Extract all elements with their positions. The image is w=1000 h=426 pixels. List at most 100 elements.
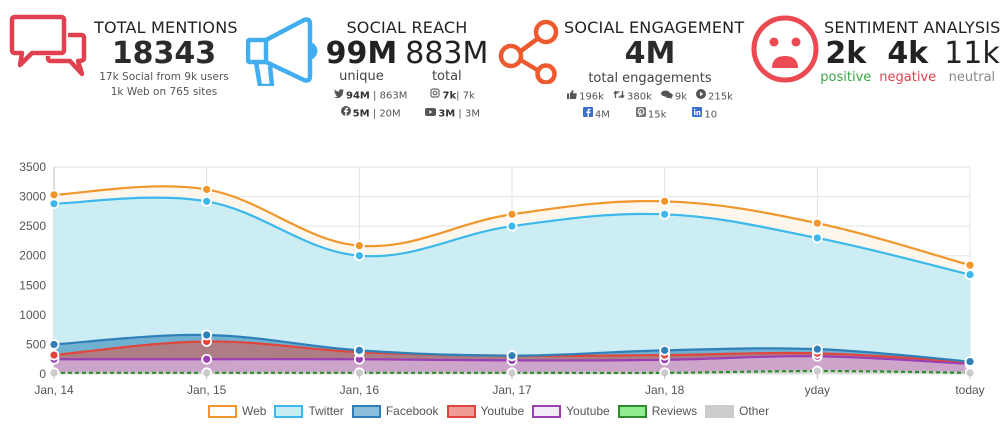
reach-instagram-total: 7k	[462, 90, 475, 102]
legend-item-web[interactable]: Web	[208, 404, 266, 418]
legend-swatch	[705, 404, 735, 418]
sentiment-body: SENTIMENT ANALYSIS 2k positive 4k negati…	[820, 18, 1000, 86]
engagement-comments: 9k	[660, 88, 687, 106]
youtube-icon	[425, 105, 437, 122]
reach-breakdown: 94M | 863M 7k| 7k 5M | 20M 3M | 3M	[328, 87, 486, 122]
reach-unique: 99M unique	[326, 38, 398, 84]
total-mentions-value: 18343	[111, 36, 217, 71]
reach-unique-label: unique	[339, 69, 384, 84]
sad-face-icon	[751, 15, 819, 83]
legend-item-other[interactable]: Other	[705, 404, 769, 418]
legend-label: Youtube	[566, 404, 610, 418]
y-tick-label: 1000	[19, 308, 46, 322]
legend-label: Youtube	[480, 404, 525, 418]
reach-total-label: total	[431, 69, 462, 84]
sentiment-neutral-label: neutral	[948, 70, 996, 85]
legend-item-twitter[interactable]: Twitter	[274, 404, 344, 418]
y-tick-label: 500	[26, 337, 46, 351]
retweet-icon	[613, 88, 625, 105]
y-tick-label: 1500	[19, 278, 46, 292]
legend-label: Other	[739, 404, 770, 418]
reach-instagram-unique: 7k	[442, 90, 457, 102]
point-facebook	[201, 329, 213, 341]
total-mentions-body: TOTAL MENTIONS 18343 17k Social from 9k …	[94, 18, 238, 100]
reach-facebook-unique: 5M	[352, 108, 370, 119]
legend-label: Twitter	[308, 404, 344, 418]
engagement-linkedin-value: 10	[704, 109, 718, 120]
legend-label: Facebook	[385, 404, 439, 418]
x-tick-label: Jan, 14	[34, 383, 74, 397]
legend-item-facebook[interactable]: Facebook	[351, 404, 439, 418]
x-tick-label: Jan, 15	[187, 383, 227, 397]
point-web	[506, 208, 518, 220]
engagement-retweets: 380k	[613, 88, 652, 106]
total-mentions-web-line: 1k Web on 765 sites	[110, 86, 218, 98]
instagram-icon	[430, 87, 441, 104]
y-tick-label: 3500	[19, 160, 46, 174]
legend-label: Reviews	[651, 404, 698, 418]
x-tick-label: yday	[805, 383, 830, 397]
reach-facebook-total: 20M	[379, 108, 401, 119]
point-facebook	[506, 350, 518, 362]
social-reach-body: SOCIAL REACH 99M unique 883M total 94M |…	[326, 18, 489, 122]
social-engagement-label: total engagements	[588, 71, 712, 86]
x-tick-label: today	[955, 383, 984, 397]
sentiment-negative-value: 4k	[887, 36, 929, 71]
reach-youtube-total: 3M	[464, 108, 480, 119]
legend-item-youtube[interactable]: Youtube	[532, 404, 610, 418]
social-engagement-title: SOCIAL ENGAGEMENT	[564, 18, 745, 37]
engagement-retweets-value: 380k	[626, 91, 652, 103]
reach-youtube-unique: 3M	[438, 108, 456, 119]
point-twitter	[506, 220, 518, 232]
kpi-social-engagement: SOCIAL ENGAGEMENT 4M total engagements 1…	[490, 0, 745, 124]
kpi-total-mentions: TOTAL MENTIONS 18343 17k Social from 9k …	[0, 0, 240, 120]
reach-facebook: 5M | 20M	[334, 105, 407, 123]
kpi-sentiment-analysis: SENTIMENT ANALYSIS 2k positive 4k negati…	[740, 0, 1000, 120]
point-web	[964, 259, 976, 271]
like-icon	[567, 88, 577, 105]
linkedin-icon	[692, 106, 703, 123]
share-icon	[498, 19, 559, 84]
reach-total-value: 883M	[405, 36, 489, 71]
sentiment-neutral: 11k neutral	[944, 38, 1000, 86]
point-twitter	[659, 208, 671, 220]
comments-icon	[660, 88, 673, 105]
sentiment-title: SENTIMENT ANALYSIS	[824, 18, 1000, 37]
total-mentions-social-line: 17k Social from 9k users	[99, 71, 229, 83]
sentiment-positive: 2k positive	[820, 38, 871, 86]
kpi-social-reach: SOCIAL REACH 99M unique 883M total 94M |…	[240, 0, 490, 120]
sentiment-negative: 4k negative	[879, 38, 936, 86]
point-twitter	[201, 195, 213, 207]
engagement-row-2: 4M 15k 10	[564, 106, 736, 124]
sentiment-values: 2k positive 4k negative 11k neutral	[820, 38, 999, 86]
reach-twitter: 94M | 863M	[334, 87, 407, 105]
chart-points	[48, 184, 976, 379]
point-twitter	[811, 232, 823, 244]
x-tick-label: Jan, 16	[340, 383, 380, 397]
reach-total: 883M total	[405, 38, 488, 84]
point-web	[201, 184, 213, 195]
point-youtube	[201, 353, 213, 365]
play-icon	[696, 88, 707, 105]
area-twitter	[54, 197, 970, 374]
point-facebook	[964, 356, 976, 367]
legend-item-reviews[interactable]: Reviews	[617, 404, 698, 418]
legend-swatch	[532, 404, 562, 418]
point-web	[811, 217, 823, 229]
engagement-views: 215k	[696, 88, 733, 106]
facebook-icon	[582, 106, 593, 123]
point-web	[659, 195, 671, 207]
point-twitter	[353, 250, 365, 262]
social-reach-title: SOCIAL REACH	[346, 18, 468, 37]
legend-item-youtube[interactable]: Youtube	[446, 404, 525, 418]
legend-swatch	[351, 404, 381, 418]
engagement-facebook: 4M	[582, 106, 610, 124]
reach-twitter-total: 863M	[379, 90, 408, 102]
point-facebook	[659, 344, 671, 356]
legend-swatch	[617, 404, 647, 418]
point-youtube	[48, 349, 60, 361]
y-tick-label: 2500	[19, 219, 46, 233]
social-engagement-body: SOCIAL ENGAGEMENT 4M total engagements 1…	[564, 18, 745, 124]
social-reach-values: 99M unique 883M total	[326, 38, 489, 84]
